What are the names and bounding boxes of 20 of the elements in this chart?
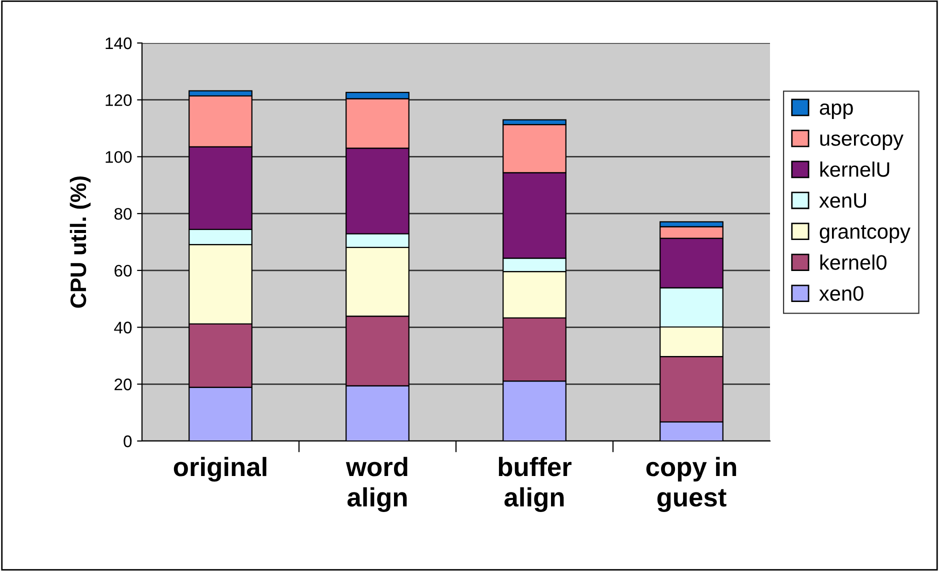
y-tick-label: 0 [124,435,132,448]
x-tick-label: original [174,456,266,482]
y-tick-label: 140 [106,37,132,50]
legend-label: xenU [819,193,866,208]
x-tick-label: buffer align [498,456,572,512]
x-tick-label: copy in guest [646,456,736,512]
y-axis-title: CPU util. (%) [70,176,91,308]
legend-label: kernel0 [820,254,886,270]
y-tick-label: 20 [114,378,132,390]
y-tick-label: 60 [114,264,132,277]
legend-label: usercopy [820,134,904,150]
x-tick-label: word align [346,456,408,512]
legend-label: xen0 [819,286,864,301]
legend-label: grantcopy [820,225,910,243]
y-tick-label: 80 [114,208,132,220]
legend-label: app [820,103,853,119]
legend-label: kernelU [820,162,890,177]
y-tick-label: 120 [106,94,132,106]
y-tick-label: 40 [114,322,132,334]
y-tick-label: 100 [106,151,132,163]
